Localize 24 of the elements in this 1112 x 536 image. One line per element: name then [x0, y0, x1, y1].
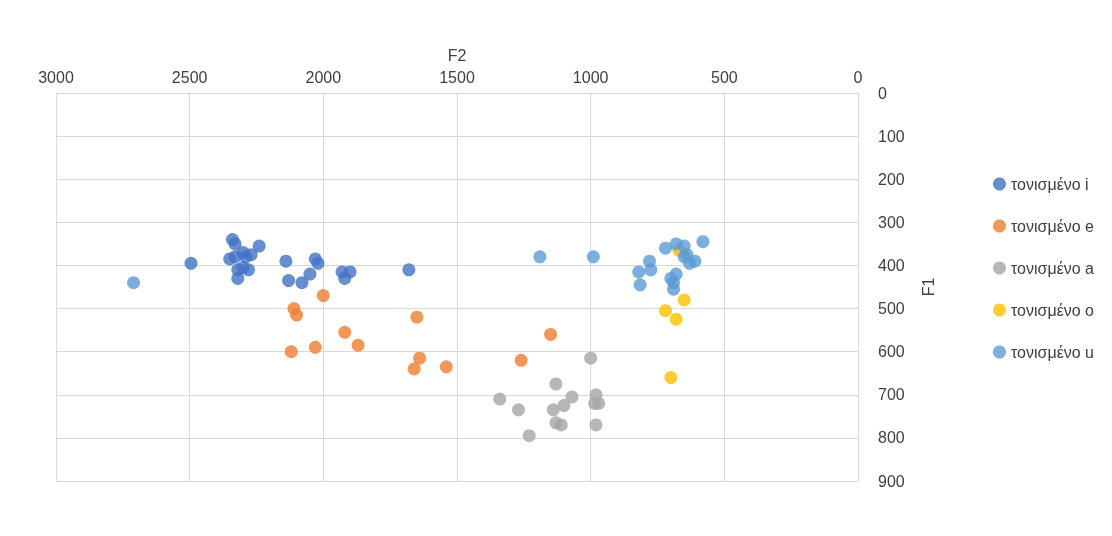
legend-label: τονισμένο e: [1010, 217, 1095, 235]
x-tick-label: 3000: [38, 68, 74, 86]
y-tick-label: 300: [878, 213, 905, 231]
y-tick-label: 400: [878, 256, 905, 274]
y-tick-label: 0: [878, 84, 887, 102]
x-tick-label: 0: [853, 68, 863, 86]
x-tick-label: 2500: [171, 68, 208, 86]
legend-label: τονισμένο u: [1010, 343, 1094, 361]
legend-label: τονισμένο o: [1010, 301, 1095, 319]
x-tick-label: 2000: [305, 68, 342, 86]
y-tick-label: 200: [878, 170, 905, 188]
legend-label: τονισμένο a: [1010, 259, 1095, 277]
legend-label: τονισμένο i: [1010, 175, 1089, 193]
y-tick-label: 700: [878, 386, 905, 404]
x-tick-label: 500: [710, 68, 738, 86]
x-tick-label: 1000: [572, 68, 609, 86]
x-tick-label: 1500: [439, 68, 475, 86]
x-axis-title: F2: [447, 46, 467, 64]
y-axis-title: F1: [919, 277, 937, 297]
y-tick-label: 900: [878, 472, 905, 490]
y-tick-label: 600: [878, 343, 905, 361]
y-tick-label: 100: [878, 127, 905, 145]
y-tick-label: 500: [878, 300, 905, 318]
y-tick-label: 800: [878, 429, 905, 447]
